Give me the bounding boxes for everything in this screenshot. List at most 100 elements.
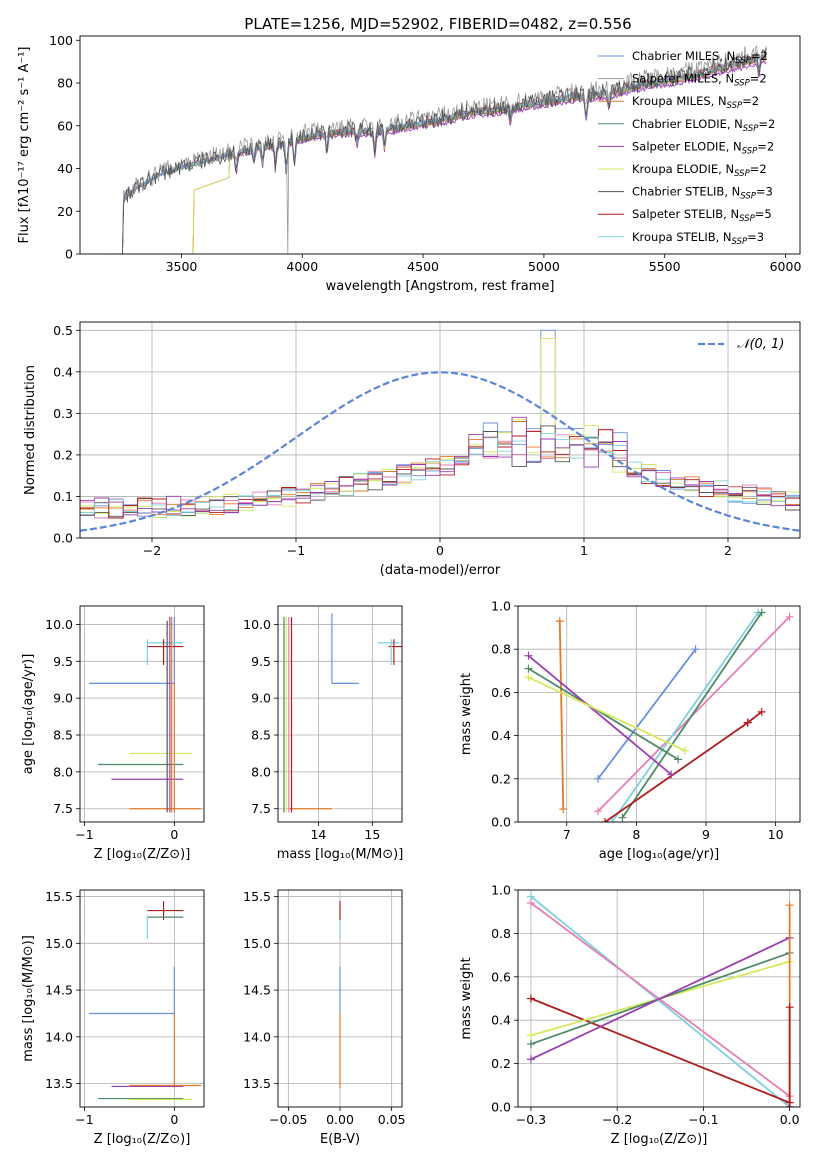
x-tick-label: 14 — [310, 827, 326, 842]
y-tick-label: 0.2 — [491, 771, 511, 786]
y-tick-label: 9.0 — [251, 691, 271, 706]
data-point — [674, 755, 683, 764]
spectrum-line — [109, 47, 767, 254]
z_mass-frame — [79, 889, 205, 1108]
y-axis-label: mass weight — [459, 957, 474, 1039]
x-tick-label: 0.0 — [780, 1112, 800, 1127]
mass_age-frame — [277, 605, 403, 823]
data-point — [524, 651, 533, 660]
legend-label: Salpeter MILES, NSSP=2 — [632, 72, 767, 89]
y-axis-label: mass weight — [459, 673, 474, 755]
legend-label: Salpeter STELIB, NSSP=5 — [632, 207, 772, 224]
y-tick-label: 8.5 — [251, 728, 271, 743]
y-axis-label: Flux [fλ10⁻¹⁷ erg cm⁻² s⁻¹ A⁻¹] — [17, 47, 32, 244]
data-point — [555, 617, 564, 626]
y-tick-label: 0 — [65, 247, 73, 262]
data-line — [530, 936, 791, 1061]
spectrum-frame — [79, 35, 801, 255]
mass_age-marks — [283, 613, 402, 813]
z_mass-marks — [88, 901, 202, 1101]
x-tick-label: 10 — [768, 827, 784, 842]
y-tick-label: 0.8 — [491, 926, 511, 941]
x-tick-label: 9 — [702, 827, 710, 842]
legend-label: Kroupa MILES, NSSP=2 — [632, 94, 759, 111]
y-tick-label: 8.5 — [53, 728, 73, 743]
x-tick-label: 2 — [724, 543, 732, 558]
y-tick-label: 14.0 — [243, 1029, 271, 1044]
x-tick-label: 6000 — [770, 259, 802, 274]
y-tick-label: 0.4 — [491, 1013, 511, 1028]
data-line — [527, 654, 672, 776]
spectrum-marks — [109, 45, 767, 254]
x-tick-label: 7 — [563, 827, 571, 842]
y-tick-label: 100 — [49, 33, 73, 48]
legend-label: Chabrier ELODIE, NSSP=2 — [632, 117, 775, 134]
y-tick-label: 20 — [57, 204, 73, 219]
data-point — [526, 899, 535, 908]
data-line — [747, 711, 763, 724]
x-tick-label: −0.05 — [269, 1112, 307, 1127]
y-tick-label: 0.6 — [491, 969, 511, 984]
age_weight-marks — [524, 608, 794, 822]
y-axis-label: mass [log₁₀(M/M⊙)] — [21, 935, 36, 1062]
data-point — [608, 818, 616, 822]
histogram-step — [80, 416, 800, 516]
x-tick-label: 1 — [580, 543, 588, 558]
x-tick-label: −1 — [75, 827, 93, 842]
data-point — [743, 718, 752, 727]
x-tick-label: 0.00 — [326, 1112, 354, 1127]
y-tick-label: 13.5 — [243, 1076, 271, 1091]
y-tick-label: 0.0 — [53, 531, 73, 546]
x-tick-label: −2 — [143, 543, 161, 558]
x-tick-label: −1 — [287, 543, 305, 558]
age_weight-frame — [517, 605, 801, 823]
data-point — [691, 645, 700, 654]
data-line — [530, 997, 790, 1104]
y-tick-label: 60 — [57, 118, 73, 133]
data-line — [611, 611, 759, 822]
y-tick-label: 15.0 — [243, 936, 271, 951]
y-tick-label: 10.0 — [243, 617, 271, 632]
y-tick-label: 0.6 — [491, 685, 511, 700]
x-tick-label: 5000 — [528, 259, 560, 274]
data-point — [526, 994, 535, 1003]
y-tick-label: 80 — [57, 76, 73, 91]
data-point — [524, 673, 533, 682]
mass_age-axes: 14 15 7.5 8.0 8.5 9.0 9.5 10.0 mass [log₁₀(M/M⊙)… — [243, 606, 403, 862]
data-point — [757, 608, 766, 617]
data-line — [597, 648, 697, 780]
x-tick-label: 3500 — [166, 259, 198, 274]
legend-label: Chabrier MILES, NSSP=2 — [632, 49, 768, 66]
z_weight-frame — [517, 889, 801, 1108]
data-point — [785, 1103, 794, 1107]
y-tick-label: 1.0 — [491, 599, 511, 614]
data-line — [604, 721, 749, 822]
legend-label: Salpeter ELODIE, NSSP=2 — [632, 139, 774, 156]
y-tick-label: 15.5 — [45, 889, 73, 904]
spectrum-legend: Chabrier MILES, NSSP=2 Salpeter MILES, NS… — [598, 49, 775, 247]
x-axis-label: mass [log₁₀(M/M⊙)] — [277, 847, 404, 862]
y-tick-label: 8.0 — [53, 764, 73, 779]
z_weight-marks — [526, 892, 794, 1107]
z_age-frame — [79, 605, 205, 823]
data-line — [527, 667, 679, 761]
y-tick-label: 0.4 — [53, 364, 73, 379]
x-tick-label: −1 — [75, 1112, 93, 1127]
x-tick-label: 0.05 — [378, 1112, 406, 1127]
y-tick-label: 15.0 — [45, 936, 73, 951]
residuals-marks — [80, 329, 800, 532]
z_mass-axes: −1 0 13.5 14.0 14.5 15.0 15.5 Z [log₁₀(Z/Z⊙)] ma… — [21, 889, 204, 1147]
residuals-axes: −2 −1 0 1 2 0.0 0.1 0.2 0.3 0.4 0.5 (data-model)/er… — [23, 322, 800, 578]
x-axis-label: (data-model)/error — [380, 563, 501, 578]
data-point — [785, 1003, 794, 1012]
y-tick-label: 14.0 — [45, 1029, 73, 1044]
data-line — [530, 902, 791, 1097]
y-tick-label: 0.2 — [491, 1056, 511, 1071]
ebv_mass-axes: −0.05 0.00 0.05 13.5 14.0 14.5 15.0 15.5 E(B-V) — [243, 889, 405, 1147]
y-tick-label: 0.2 — [53, 447, 73, 462]
y-tick-label: 14.5 — [243, 983, 271, 998]
data-point — [618, 813, 627, 822]
gaussian-curve — [80, 371, 800, 532]
y-axis-label: Normed distribution — [23, 365, 38, 495]
data-line — [558, 621, 565, 810]
